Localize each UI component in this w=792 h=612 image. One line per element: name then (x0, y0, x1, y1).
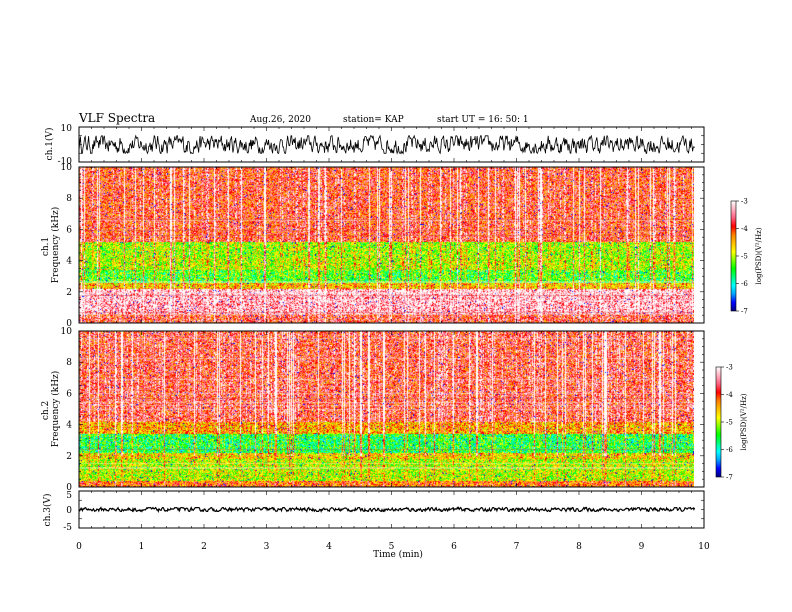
x-tick-label: 4 (326, 542, 332, 552)
ch1-spectrogram-image (79, 167, 694, 323)
colorbar-tick-label: -3 (726, 364, 733, 372)
ch3-ylabel: ch.3(V) (42, 494, 53, 527)
ch3-waveform-panel: 5 0 -5 ch.3(V) (42, 490, 705, 533)
freq-tick-label: 8 (66, 358, 72, 368)
date-label: Aug.26, 2020 (249, 115, 311, 125)
ch1-freq-ticks: 0 2 4 6 8 10 (61, 163, 704, 329)
freq-tick-label: 6 (66, 389, 72, 399)
ch1-waveform-ticks (78, 126, 705, 163)
x-tick-label: 2 (201, 542, 207, 552)
figure-title: VLF Spectra (78, 111, 155, 125)
colorbar-tick-label: -4 (726, 391, 733, 399)
start-time-label: start UT = 16: 50: 1 (437, 115, 529, 125)
x-tick-label: 10 (698, 542, 710, 552)
ch1-freq-ylabel: ch.1 Frequency (kHz) (41, 207, 61, 284)
ch1-ytick-bottom: -10 (58, 157, 73, 167)
x-tick-label: 6 (451, 542, 457, 552)
x-tick-label: 1 (139, 542, 145, 552)
ch2-colorbar-ticks: -3 -4 -5 -6 -7 (721, 364, 733, 482)
ch2-freq-ylabel-ch: ch.2 (41, 401, 51, 420)
ch2-spectrogram-panel: 0 2 4 6 8 10 ch.2 Frequency (kHz) (41, 327, 705, 493)
ch2-colorbar-label: log(PSD)(V²/Hz) (740, 393, 748, 450)
freq-tick-label: 6 (66, 225, 72, 235)
ch3-waveform-line (78, 506, 696, 514)
ch2-colorbar: -3 -4 -5 -6 -7 log(PSD)(V²/Hz) (715, 364, 748, 482)
freq-tick-label: 8 (66, 194, 72, 204)
ch1-colorbar-ticks: -3 -4 -5 -6 -7 (736, 198, 748, 316)
ch1-waveform-panel: 10 -10 ch.1(V) (44, 124, 705, 167)
ch1-freq-ylabel-ch: ch.1 (41, 237, 51, 256)
ch1-ylabel: ch.1(V) (44, 128, 55, 161)
freq-tick-label: 2 (66, 452, 72, 462)
colorbar-tick-label: -6 (741, 280, 748, 288)
colorbar-tick-label: -3 (741, 198, 748, 206)
ch1-colorbar-label: log(PSD)(V²/Hz) (755, 227, 763, 284)
ch1-spectrogram-panel: 0 2 4 6 8 10 ch.1 Frequency (kHz) (41, 163, 705, 329)
freq-tick-label: 10 (61, 163, 73, 173)
freq-tick-label: 4 (66, 421, 72, 431)
x-axis-label: Time (min) (373, 549, 423, 560)
ch2-freq-ticks: 0 2 4 6 8 10 (61, 327, 704, 493)
x-tick-label: 0 (76, 542, 82, 552)
colorbar-tick-label: -6 (726, 446, 733, 454)
freq-tick-label: 2 (66, 288, 72, 298)
x-tick-label: 7 (514, 542, 520, 552)
ch1-waveform-line (78, 134, 695, 155)
station-label: station= KAP (343, 115, 404, 125)
ch1-spectrogram-time-ticks (78, 167, 705, 323)
ch3-waveform-ticks (78, 490, 705, 529)
colorbar-tick-label: -7 (741, 308, 748, 316)
x-tick-label: 5 (389, 542, 395, 552)
ch1-freq-ylabel-unit: Frequency (kHz) (50, 207, 61, 284)
x-tick-label: 8 (576, 542, 582, 552)
ch2-freq-ylabel: ch.2 Frequency (kHz) (41, 371, 61, 448)
freq-tick-label: 10 (61, 327, 73, 337)
ch3-ytick-bottom: -5 (63, 523, 72, 533)
colorbar-tick-label: -4 (741, 225, 748, 233)
ch2-spectrogram-image (79, 331, 694, 487)
freq-tick-label: 0 (66, 483, 72, 493)
x-tick-label: 3 (264, 542, 270, 552)
freq-tick-label: 0 (66, 319, 72, 329)
ch2-freq-ylabel-unit: Frequency (kHz) (50, 371, 61, 448)
colorbar-tick-label: -5 (741, 253, 748, 261)
colorbar-tick-label: -5 (726, 419, 733, 427)
ch2-spectrogram-time-ticks (78, 331, 705, 487)
ch1-ytick-top: 10 (61, 124, 73, 134)
x-tick-label: 9 (639, 542, 645, 552)
colorbar-tick-label: -7 (726, 474, 733, 482)
ch1-colorbar: -3 -4 -5 -6 -7 log(PSD)(V²/Hz) (730, 198, 763, 316)
x-axis-tick-labels: 0 1 2 3 4 5 6 7 8 9 10 (76, 542, 710, 552)
ch3-ytick-top: 5 (66, 491, 72, 501)
ch3-ytick-mid: 0 (66, 506, 72, 516)
freq-tick-label: 4 (66, 257, 72, 267)
